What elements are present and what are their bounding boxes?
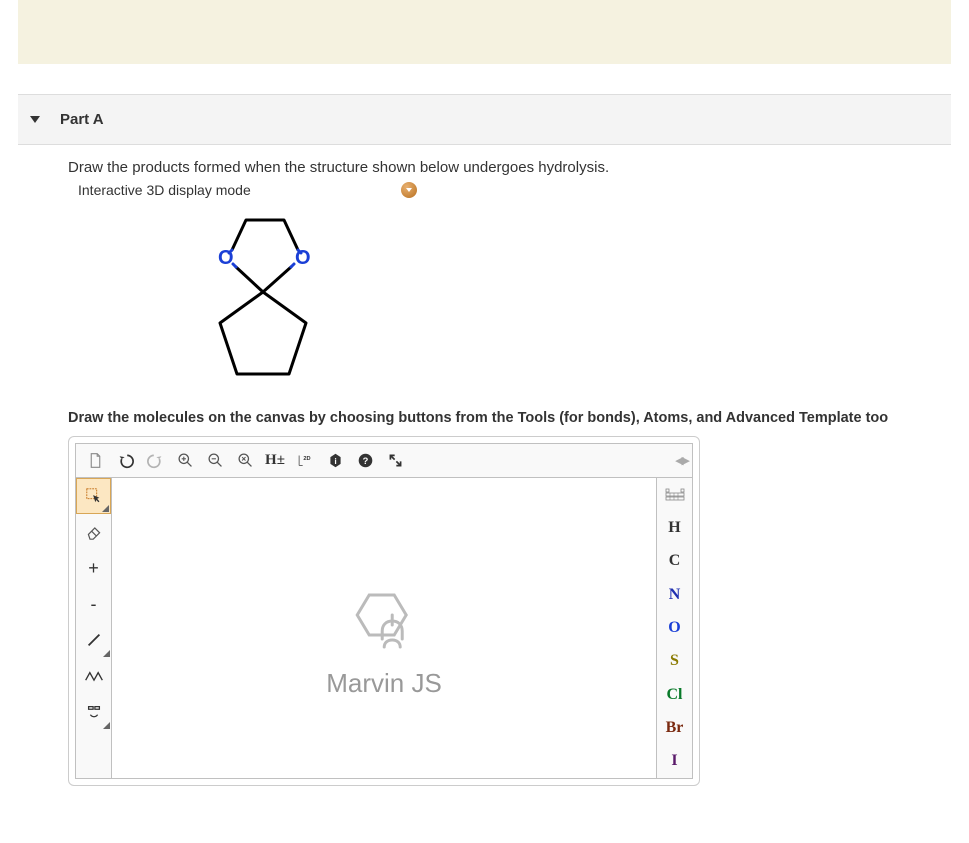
atom-s-button[interactable]: S [657, 645, 692, 678]
svg-text:?: ? [362, 456, 368, 466]
drawing-canvas[interactable]: Marvin JS [112, 478, 656, 778]
question-text: Draw the products formed when the struct… [68, 159, 951, 176]
top-toolbar: H± 2D i ? ◀▶ [76, 444, 692, 478]
part-a-header[interactable]: Part A [18, 94, 951, 145]
toolbar-nav[interactable]: ◀▶ [675, 454, 688, 467]
editor-body: + - [76, 478, 692, 778]
right-toolbar: H C N O S Cl Br I [656, 478, 692, 778]
left-toolbar: + - [76, 478, 112, 778]
info-icon[interactable]: i [320, 447, 350, 475]
marvin-editor: H± 2D i ? ◀▶ [75, 443, 693, 779]
periodic-table-button[interactable] [657, 478, 692, 511]
info-icon[interactable] [401, 182, 417, 198]
instructions-text: Draw the molecules on the canvas by choo… [68, 410, 951, 426]
atom-br-button[interactable]: Br [657, 711, 692, 744]
undo-icon[interactable] [110, 447, 140, 475]
fullscreen-icon[interactable] [380, 447, 410, 475]
top-banner [18, 0, 951, 64]
svg-text:2D: 2D [303, 456, 310, 462]
svg-text:O: O [295, 247, 311, 269]
display-mode-row: Interactive 3D display mode [78, 182, 951, 198]
part-title: Part A [60, 111, 104, 128]
content-area: Draw the products formed when the struct… [18, 159, 951, 786]
molecule-structure: O O [188, 208, 951, 386]
atom-i-button[interactable]: I [657, 745, 692, 778]
svg-text:O: O [218, 247, 234, 269]
zoom-fit-icon[interactable] [230, 447, 260, 475]
atom-c-button[interactable]: C [657, 545, 692, 578]
erase-tool[interactable] [76, 514, 111, 550]
charge-minus-tool[interactable]: - [76, 586, 111, 622]
template-tool[interactable] [76, 694, 111, 730]
selection-tool[interactable] [76, 478, 111, 514]
redo-icon[interactable] [140, 447, 170, 475]
charge-plus-tool[interactable]: + [76, 550, 111, 586]
zoom-in-icon[interactable] [170, 447, 200, 475]
clean-2d-button[interactable]: 2D [290, 447, 320, 475]
zoom-out-icon[interactable] [200, 447, 230, 475]
svg-text:i: i [334, 456, 336, 466]
hydrogen-toggle-button[interactable]: H± [260, 447, 290, 475]
collapse-triangle-icon [30, 116, 40, 123]
atom-o-button[interactable]: O [657, 611, 692, 644]
display-mode-label: Interactive 3D display mode [78, 182, 251, 198]
marvin-placeholder: Marvin JS [326, 587, 442, 699]
chain-tool[interactable] [76, 658, 111, 694]
single-bond-tool[interactable] [76, 622, 111, 658]
help-icon[interactable]: ? [350, 447, 380, 475]
marvin-editor-frame: H± 2D i ? ◀▶ [68, 436, 700, 786]
new-doc-icon[interactable] [80, 447, 110, 475]
marvin-brand-label: Marvin JS [326, 668, 442, 699]
atom-n-button[interactable]: N [657, 578, 692, 611]
atom-cl-button[interactable]: Cl [657, 678, 692, 711]
atom-h-button[interactable]: H [657, 511, 692, 544]
